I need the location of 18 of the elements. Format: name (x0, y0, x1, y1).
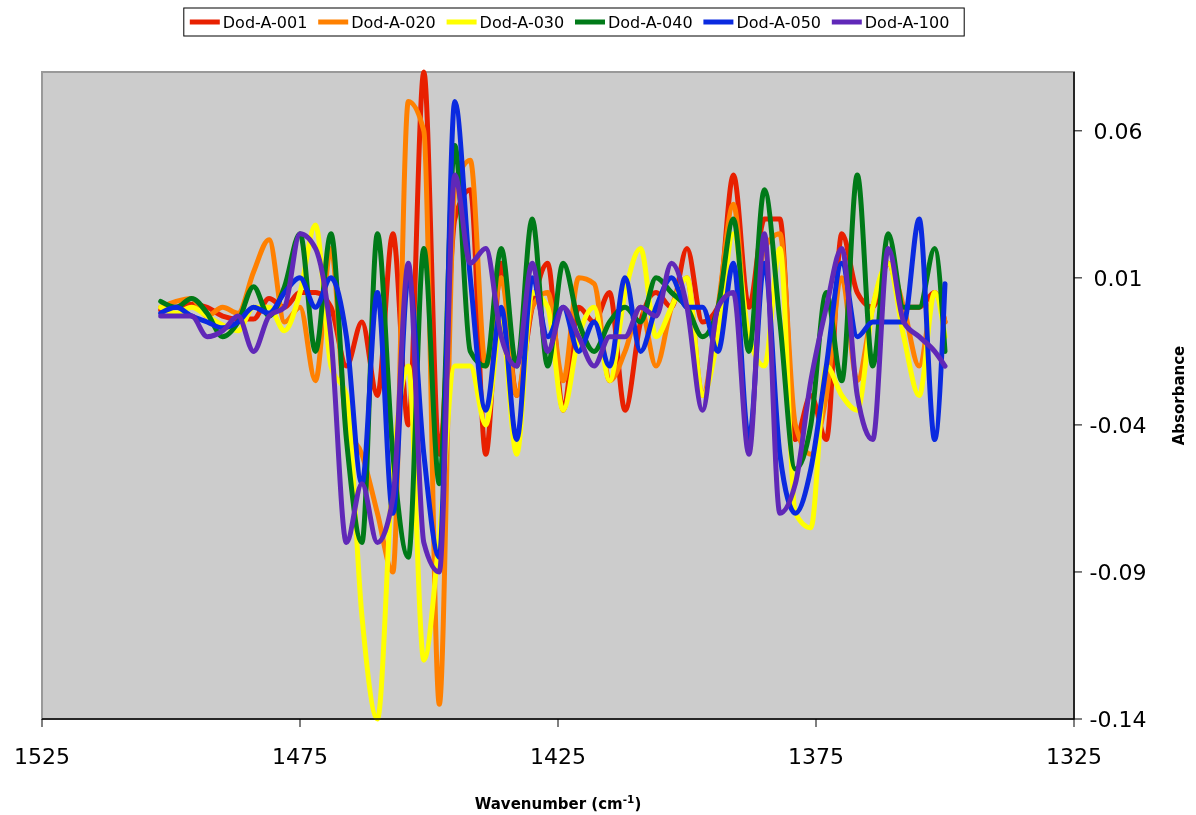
x-tick-label: 1525 (14, 744, 70, 769)
legend-label: Dod-A-001 (222, 13, 308, 32)
y-tick-label: -0.14 (1089, 707, 1147, 732)
legend-label: Dod-A-100 (864, 13, 950, 32)
legend-label: Dod-A-050 (736, 13, 821, 32)
y-axis-title: Absorbance (1170, 345, 1188, 446)
y-tick-label: -0.04 (1089, 412, 1147, 438)
legend-label: Dod-A-040 (608, 13, 693, 32)
x-tick-label: 1475 (272, 744, 328, 769)
legend-label: Dod-A-020 (351, 13, 436, 32)
x-tick-label: 1325 (1046, 744, 1102, 769)
x-axis-title: Wavenumber (cm$^{-1}$) (474, 793, 642, 813)
y-tick-label: 0.06 (1093, 118, 1143, 144)
y-tick-label: 0.01 (1093, 265, 1143, 291)
x-tick-label: 1375 (788, 744, 844, 769)
legend-label: Dod-A-030 (479, 13, 565, 32)
x-tick-label: 1425 (530, 744, 586, 769)
y-tick-label: -0.09 (1089, 559, 1147, 585)
